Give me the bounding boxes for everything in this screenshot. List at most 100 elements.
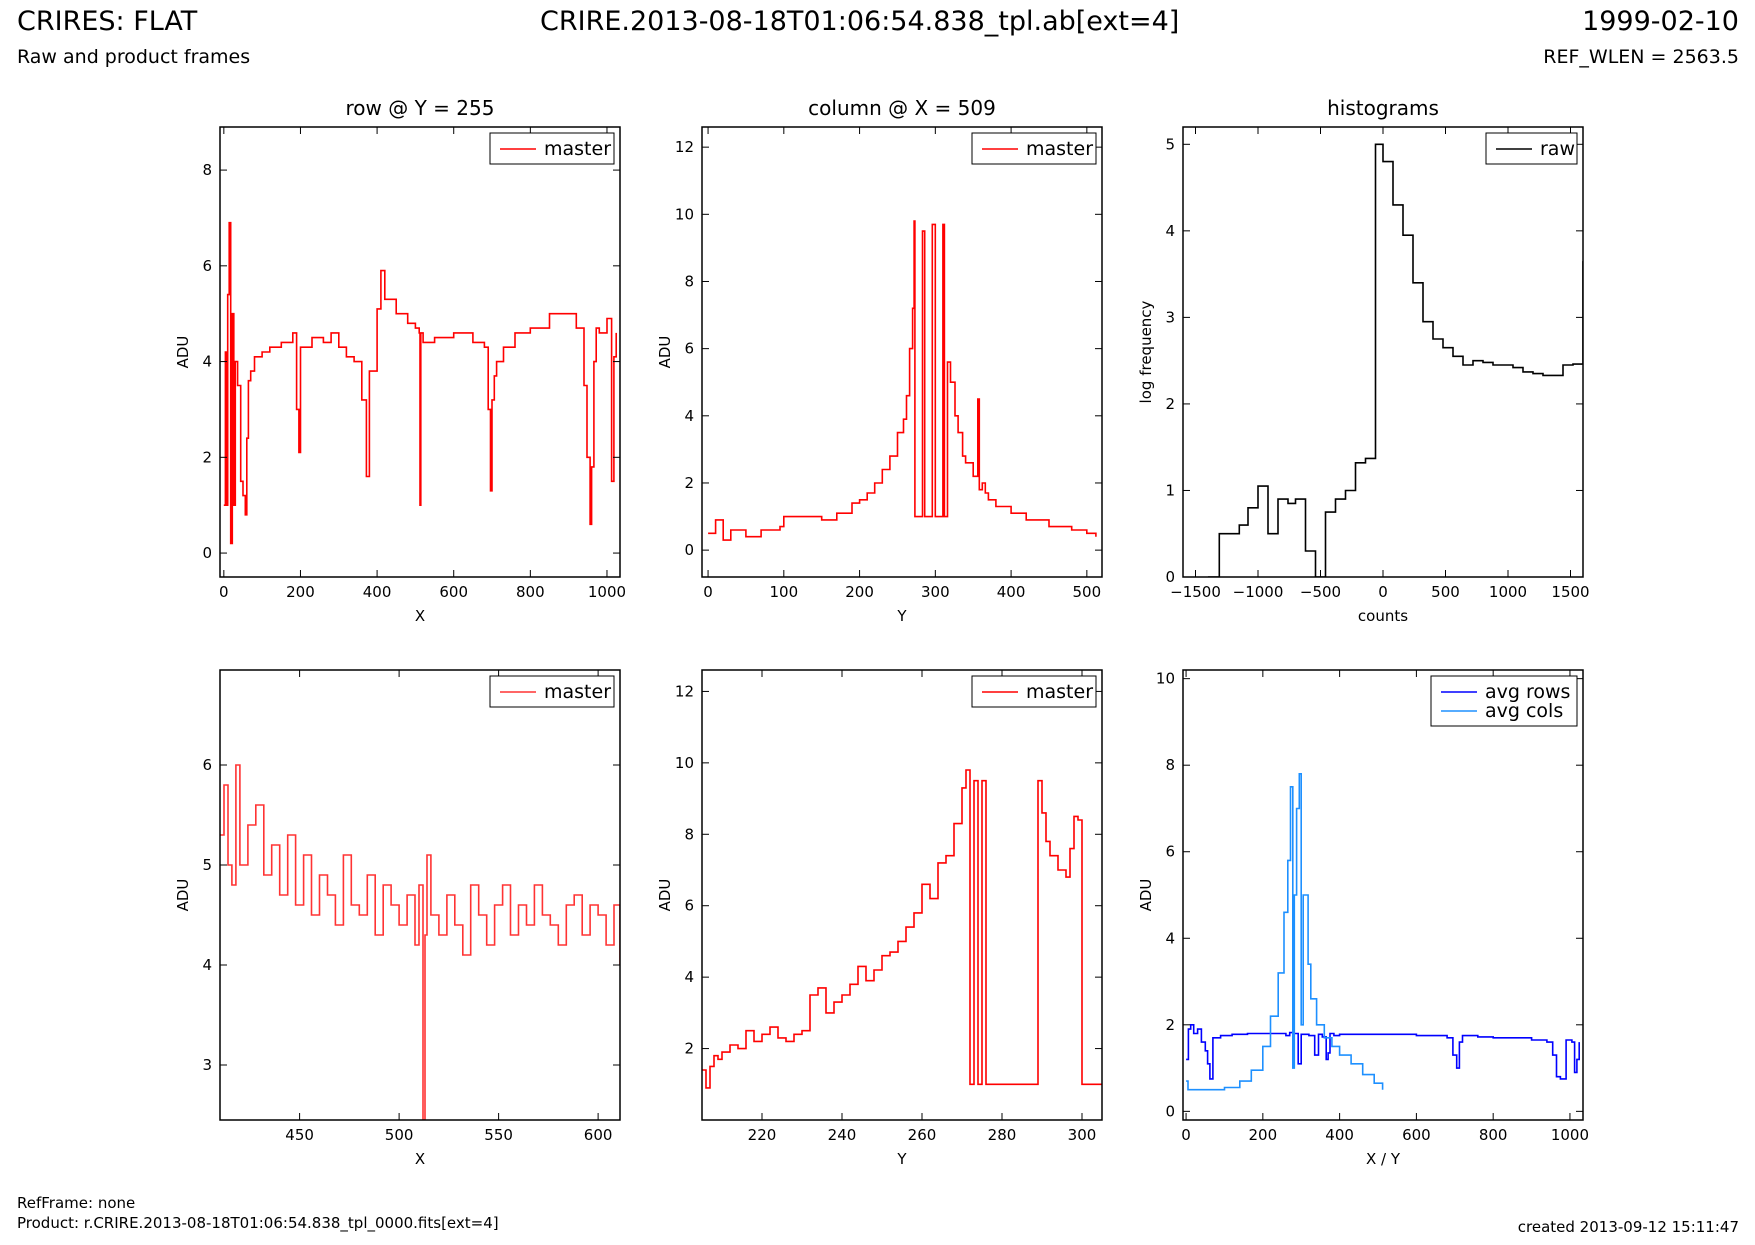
x-tick-label: 300 (1068, 1126, 1097, 1144)
axes-frame (1182, 126, 1584, 578)
legend: raw (1485, 132, 1578, 165)
y-tick-label: 0 (1165, 1102, 1175, 1120)
y-tick-label: 10 (675, 754, 694, 772)
legend-box (1430, 675, 1578, 727)
x-tick-label: 500 (1073, 583, 1102, 601)
chart-title: histograms (1327, 96, 1439, 120)
axes-frame (701, 126, 1103, 578)
legend-label: master (544, 681, 611, 703)
chart-row_zoom: 450 500 550 600 3 4 5 6 X ADU master (174, 669, 621, 1168)
series-line-master (708, 220, 1097, 541)
x-tick-label: 400 (1325, 1126, 1354, 1144)
x-tick-label: 300 (921, 583, 950, 601)
y-tick-label: 12 (675, 138, 694, 156)
x-tick-label: 800 (1479, 1126, 1508, 1144)
x-tick-label: 400 (997, 583, 1026, 601)
y-tick-label: 6 (1165, 843, 1175, 861)
x-axis-label: X (415, 607, 425, 625)
y-axis-label: ADU (656, 879, 674, 912)
legend-label: master (1026, 681, 1093, 703)
x-tick-label: 280 (988, 1126, 1017, 1144)
series-line-avg-rows (1186, 1024, 1580, 1080)
legend: master (971, 675, 1097, 708)
x-tick-label: 0 (1181, 1126, 1191, 1144)
created-label: created 2013-09-12 15:11:47 (1517, 1218, 1739, 1236)
legend-label: master (544, 138, 611, 160)
x-tick-label: 600 (584, 1126, 613, 1144)
y-tick-label: 4 (202, 956, 212, 974)
axes-frame (219, 126, 621, 578)
chart-column_zoom: 220 240 260 280 300 2 4 6 8 10 12 Y ADU master (656, 669, 1103, 1168)
axes-frame (701, 669, 1103, 1121)
legend: master (489, 675, 615, 708)
x-tick-label: 0 (1378, 583, 1388, 601)
legend-label: master (1026, 138, 1093, 160)
x-tick-label: 500 (385, 1126, 414, 1144)
x-tick-label: 1000 (588, 583, 626, 601)
product-label: Product: r.CRIRE.2013-08-18T01:06:54.838… (17, 1214, 499, 1232)
legend: master (971, 132, 1097, 165)
page-title: CRIRES: FLAT (17, 6, 198, 37)
y-tick-label: 4 (684, 968, 694, 986)
y-tick-label: 10 (1156, 670, 1175, 688)
axes-frame (1182, 669, 1584, 1121)
series-line-avg-cols (1186, 773, 1384, 1091)
y-tick-label: 0 (202, 544, 212, 562)
x-axis-label: X / Y (1366, 1150, 1401, 1168)
series-line-master (702, 769, 1102, 1089)
x-tick-label: 200 (286, 583, 315, 601)
y-tick-label: 3 (1165, 308, 1175, 326)
y-tick-label: 2 (1165, 395, 1175, 413)
x-tick-label: 1000 (1489, 583, 1527, 601)
x-axis-label: Y (896, 607, 907, 625)
x-tick-label: 1500 (1551, 583, 1589, 601)
y-tick-label: 8 (202, 161, 212, 179)
series-line-raw (1208, 143, 1583, 577)
y-tick-label: 3 (202, 1056, 212, 1074)
x-tick-label: 0 (703, 583, 713, 601)
y-axis-label: ADU (1137, 879, 1155, 912)
x-tick-label: 600 (1402, 1126, 1431, 1144)
chart-averages: 0 200 400 600 800 1000 0 2 4 6 8 10 X / Y ADU avg rows… (1137, 669, 1589, 1168)
file-title: CRIRE.2013-08-18T01:06:54.838_tpl.ab[ext… (540, 6, 1180, 37)
x-tick-label: 220 (748, 1126, 777, 1144)
y-tick-label: 2 (684, 1040, 694, 1058)
chart-column: column @ X = 509 0 100 200 300 400 500 0 2 4 6 8 10 1… (656, 96, 1103, 625)
date-title: 1999-02-10 (1582, 6, 1739, 37)
y-axis-label: ADU (174, 336, 192, 369)
legend-box (971, 132, 1097, 165)
y-tick-label: 6 (684, 340, 694, 358)
x-axis-label: X (415, 1150, 425, 1168)
y-tick-label: 6 (202, 257, 212, 275)
y-tick-label: 0 (1165, 568, 1175, 586)
y-tick-label: 2 (1165, 1016, 1175, 1034)
x-tick-label: 260 (908, 1126, 937, 1144)
x-tick-label: 1000 (1551, 1126, 1589, 1144)
ref-wlen-label: REF_WLEN = 2563.5 (1543, 46, 1739, 68)
x-tick-label: 200 (1249, 1126, 1278, 1144)
series-line-master (220, 764, 620, 1120)
y-tick-label: 4 (1165, 929, 1175, 947)
chart-title: column @ X = 509 (808, 96, 996, 120)
series-line-master (223, 221, 617, 545)
x-tick-label: 240 (828, 1126, 857, 1144)
y-tick-label: 10 (675, 205, 694, 223)
y-axis-label: ADU (174, 879, 192, 912)
y-tick-label: 4 (202, 353, 212, 371)
y-tick-label: 2 (202, 448, 212, 466)
x-tick-label: −500 (1300, 583, 1341, 601)
x-axis-label: Y (896, 1150, 907, 1168)
legend-label: avg rows (1485, 681, 1570, 703)
x-tick-label: 100 (769, 583, 798, 601)
chart-histograms: histograms −1500 −1000 −500 0 500 1000 1500 0 1 2 3… (1137, 96, 1590, 625)
refframe-label: RefFrame: none (17, 1194, 136, 1212)
x-tick-label: 200 (845, 583, 874, 601)
y-axis-label: ADU (656, 336, 674, 369)
y-tick-label: 1 (1165, 481, 1175, 499)
x-tick-label: 550 (484, 1126, 513, 1144)
x-tick-label: 450 (285, 1126, 314, 1144)
y-tick-label: 4 (684, 407, 694, 425)
y-tick-label: 6 (202, 756, 212, 774)
